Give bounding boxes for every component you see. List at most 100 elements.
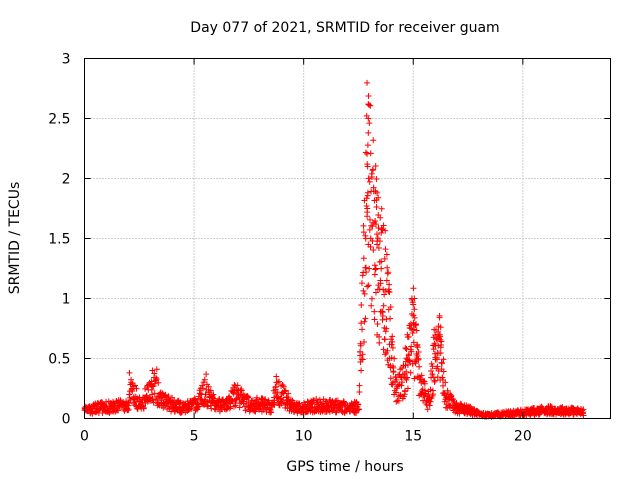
- data-point: [361, 318, 368, 325]
- data-point: [386, 289, 393, 296]
- data-point: [372, 266, 379, 273]
- x-tick-label: 15: [404, 429, 422, 445]
- data-point: [370, 184, 377, 191]
- data-point: [365, 175, 372, 182]
- data-point: [410, 339, 417, 346]
- data-point: [205, 383, 212, 390]
- data-point: [380, 346, 387, 353]
- data-point: [375, 194, 382, 201]
- data-point: [360, 222, 367, 229]
- data-point: [199, 385, 206, 392]
- data-point: [355, 401, 362, 408]
- y-tick-label: 3: [62, 52, 71, 68]
- data-point: [410, 326, 417, 333]
- y-tick-label: 1.5: [48, 232, 70, 248]
- data-point: [146, 395, 153, 402]
- data-point: [364, 150, 371, 157]
- data-point: [272, 383, 279, 390]
- data-point: [383, 251, 390, 258]
- data-point: [132, 402, 139, 409]
- x-tick-label: 20: [514, 429, 532, 445]
- data-point: [438, 338, 445, 345]
- data-point: [366, 226, 373, 233]
- data-point: [414, 352, 421, 359]
- data-point: [374, 321, 381, 328]
- data-point: [374, 189, 381, 196]
- data-point: [251, 407, 258, 414]
- data-point: [358, 320, 365, 327]
- data-point: [377, 277, 384, 284]
- data-point: [358, 301, 365, 308]
- data-point: [153, 374, 160, 381]
- data-point: [238, 387, 245, 394]
- data-point: [359, 356, 366, 363]
- data-point: [429, 371, 436, 378]
- data-point: [153, 366, 160, 373]
- data-point: [354, 407, 361, 414]
- data-point: [149, 395, 156, 402]
- data-point: [538, 403, 545, 410]
- data-point: [407, 320, 414, 327]
- data-point: [426, 402, 433, 409]
- data-point: [395, 381, 402, 388]
- data-point: [372, 162, 379, 169]
- data-point: [373, 231, 380, 238]
- data-point: [456, 410, 463, 417]
- data-point: [393, 389, 400, 396]
- data-point: [373, 175, 380, 182]
- data-point: [363, 269, 370, 276]
- data-point: [365, 129, 372, 136]
- data-point: [368, 174, 375, 181]
- data-point: [381, 336, 388, 343]
- axis-ticks: 0 5 10 15 20 0 0.5 1 1.5 2 2.5 3: [48, 52, 611, 445]
- data-point: [358, 367, 365, 374]
- data-point: [273, 373, 280, 380]
- data-point: [124, 407, 131, 414]
- data-point: [376, 238, 383, 245]
- data-point: [371, 316, 378, 323]
- data-point: [199, 382, 206, 389]
- data-point: [370, 166, 376, 173]
- data-point: [375, 224, 382, 231]
- data-point: [387, 375, 394, 382]
- x-tick-label: 10: [295, 429, 313, 445]
- data-point: [131, 399, 138, 406]
- data-point: [383, 325, 390, 332]
- gridlines: [84, 58, 611, 419]
- data-point: [367, 216, 374, 223]
- data-point: [357, 340, 364, 347]
- data-point: [282, 387, 289, 394]
- data-point: [378, 265, 385, 272]
- data-point: [364, 209, 371, 216]
- data-point: [177, 399, 184, 406]
- data-point: [387, 303, 394, 310]
- data-point: [367, 150, 374, 157]
- data-point: [363, 195, 370, 202]
- data-point: [436, 314, 443, 321]
- data-point: [430, 346, 437, 353]
- data-point: [362, 315, 369, 322]
- data-point: [371, 271, 378, 278]
- data-point: [421, 387, 428, 394]
- data-point: [129, 388, 136, 395]
- data-point: [274, 379, 281, 386]
- data-point: [149, 367, 156, 374]
- data-point: [365, 115, 372, 122]
- data-point: [384, 347, 391, 354]
- data-point: [360, 229, 367, 236]
- data-point: [245, 394, 252, 401]
- data-point: [355, 406, 362, 413]
- data-point: [265, 397, 272, 404]
- data-point: [385, 286, 392, 293]
- data-point: [415, 356, 422, 363]
- data-point: [276, 378, 283, 385]
- data-point: [334, 397, 341, 404]
- data-point: [372, 289, 379, 296]
- data-point: [281, 388, 288, 395]
- data-point: [385, 269, 392, 276]
- data-point: [365, 282, 372, 289]
- data-point: [360, 255, 367, 262]
- data-point: [361, 290, 368, 297]
- data-point: [437, 324, 444, 331]
